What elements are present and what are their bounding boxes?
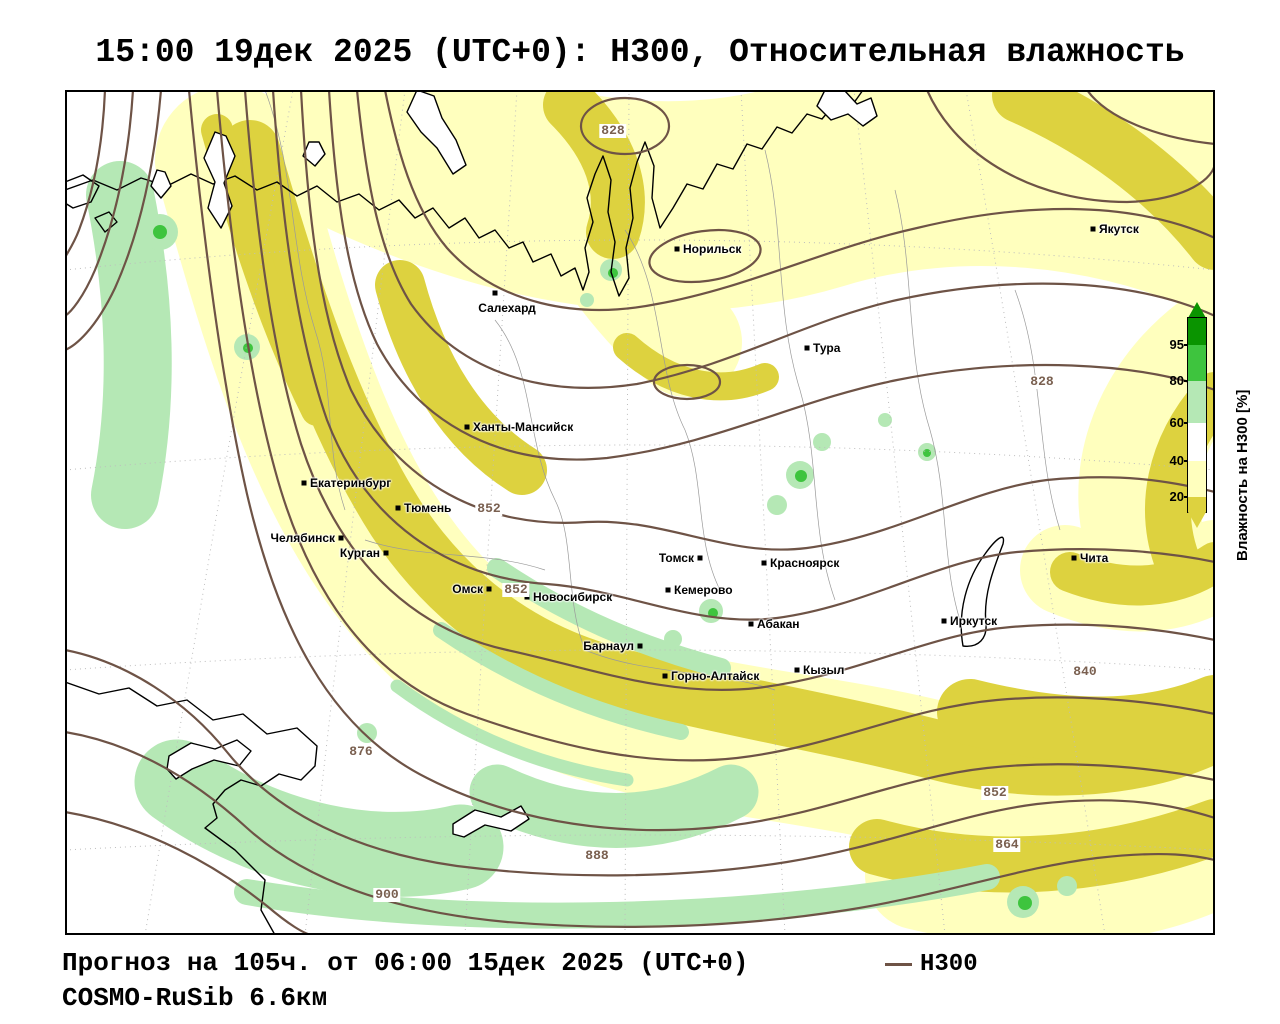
coastlines <box>65 90 1005 935</box>
colorbar-segment <box>1188 423 1206 461</box>
colorbar-tick-mark <box>1184 422 1188 424</box>
colorbar-tick-label: 40 <box>1169 453 1184 468</box>
city-label: Томск <box>658 551 694 565</box>
forecast-info-line: Прогноз на 105ч. от 06:00 15дек 2025 (UT… <box>62 948 749 978</box>
model-info-line: COSMO-RuSib 6.6км <box>62 983 328 1013</box>
city-marker <box>665 587 671 593</box>
colorbar-tick-label: 95 <box>1169 337 1184 352</box>
city-label: Ханты-Мансийск <box>473 420 574 434</box>
city-label: Барнаул <box>583 639 634 653</box>
city-label: Якутск <box>1099 222 1139 236</box>
contour-label: 840 <box>1071 664 1099 679</box>
city-marker <box>486 586 492 592</box>
graticule <box>65 90 1215 935</box>
contour-lines <box>65 90 1215 935</box>
city-label: Новосибирск <box>533 590 613 604</box>
colorbar: 95 80 60 40 20 <box>1150 296 1280 716</box>
city-label: Чита <box>1080 551 1109 565</box>
contour-label: 852 <box>502 582 530 597</box>
colorbar-tick-mark <box>1184 344 1188 346</box>
colorbar-tick-mark <box>1184 460 1188 462</box>
city-marker <box>524 594 530 600</box>
city-marker <box>1071 555 1077 561</box>
city-marker <box>794 667 800 673</box>
city-label: Норильск <box>683 242 742 256</box>
map-area: Якутск Норильск Салехард Тура Ханты-Мансийск… <box>65 90 1215 935</box>
city-label: Кемерово <box>674 583 733 597</box>
contour-label: 864 <box>993 837 1021 852</box>
city-marker <box>395 505 401 511</box>
city-marker <box>637 643 643 649</box>
city-label: Красноярск <box>770 556 840 570</box>
city-marker <box>338 535 344 541</box>
city-label: Омск <box>452 582 483 596</box>
contour-label: 888 <box>583 848 611 863</box>
city-label: Екатеринбург <box>310 476 392 490</box>
city-marker <box>383 550 389 556</box>
contour-label: 828 <box>599 123 627 138</box>
colorbar-segments <box>1187 317 1207 513</box>
city-marker <box>804 345 810 351</box>
city-label: Челябинск <box>270 531 335 545</box>
colorbar-tick-mark <box>1184 380 1188 382</box>
contour-label: 852 <box>475 501 503 516</box>
colorbar-segment <box>1188 345 1206 381</box>
city-marker <box>697 555 703 561</box>
page-title: 15:00 19дек 2025 (UTC+0): H300, Относите… <box>95 34 1185 71</box>
city-label: Горно-Алтайск <box>671 669 760 683</box>
legend-contour-line <box>885 963 912 966</box>
map-frame <box>65 90 1215 935</box>
colorbar-tick-label: 20 <box>1169 489 1184 504</box>
colorbar-tick-label: 80 <box>1169 373 1184 388</box>
colorbar-segment <box>1188 318 1206 345</box>
contour-label: 900 <box>373 887 401 902</box>
contour-label: 852 <box>981 785 1009 800</box>
city-marker <box>674 246 680 252</box>
city-label: Курган <box>339 546 380 560</box>
city-label: Кызыл <box>803 663 845 677</box>
colorbar-arrow-up-icon <box>1188 302 1206 318</box>
legend-label: H300 <box>920 951 978 978</box>
colorbar-segment <box>1188 381 1206 423</box>
city-label: Абакан <box>757 617 800 631</box>
colorbar-arrow-down-icon <box>1188 512 1206 528</box>
city-marker <box>941 618 947 624</box>
city-marker <box>761 560 767 566</box>
city-marker <box>662 673 668 679</box>
colorbar-segment <box>1188 497 1206 512</box>
city-marker <box>301 480 307 486</box>
contour-label: 876 <box>347 744 375 759</box>
city-label: Салехард <box>478 301 536 315</box>
city-label: Тюмень <box>404 501 452 515</box>
city-marker <box>748 621 754 627</box>
city-label: Тура <box>813 341 841 355</box>
colorbar-title: Влажность на H300 [%] <box>1234 389 1251 561</box>
colorbar-segment <box>1188 461 1206 497</box>
colorbar-tick-label: 60 <box>1169 415 1184 430</box>
city-marker <box>464 424 470 430</box>
admin-borders <box>264 90 1061 691</box>
contour-label: 828 <box>1028 374 1056 389</box>
city-marker <box>1090 226 1096 232</box>
city-label: Иркутск <box>950 614 998 628</box>
city-marker <box>492 290 498 296</box>
humidity-shading-green <box>153 225 1032 910</box>
map-overlay: Якутск Норильск Салехард Тура Ханты-Мансийск… <box>65 90 1215 935</box>
colorbar-tick-mark <box>1184 496 1188 498</box>
